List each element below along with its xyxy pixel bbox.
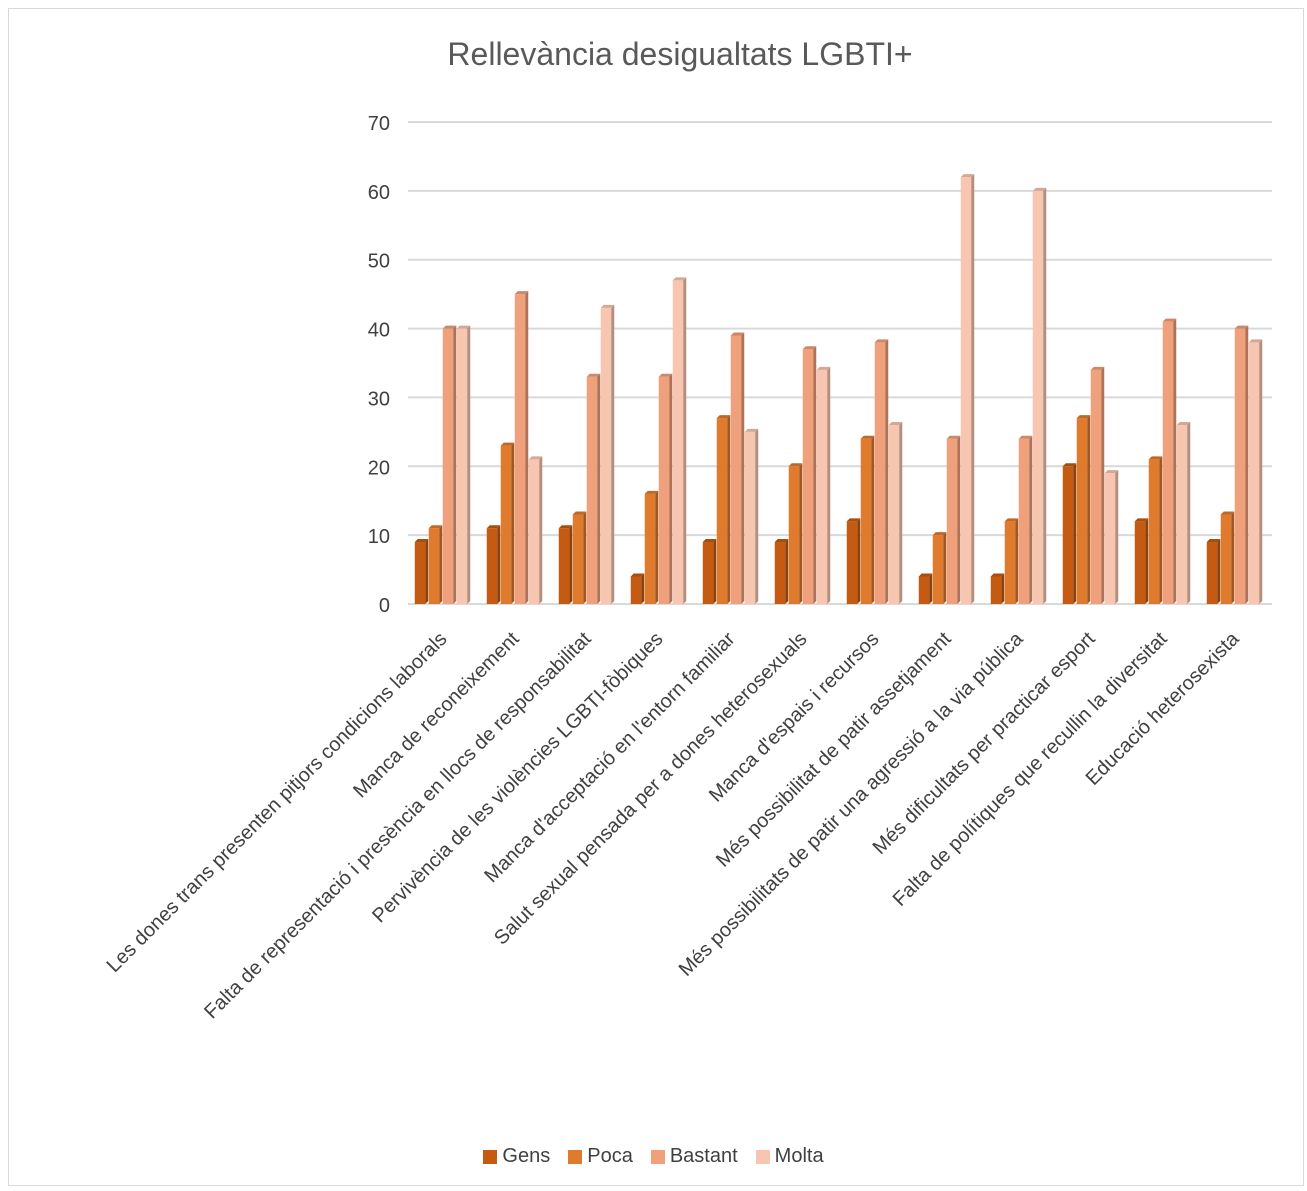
bar <box>1032 187 1047 604</box>
bar <box>946 435 961 604</box>
bar <box>730 332 745 604</box>
bar <box>500 442 515 604</box>
bar <box>644 490 659 604</box>
bar <box>874 339 889 604</box>
bar <box>888 421 903 604</box>
legend-item: Gens <box>483 1145 550 1168</box>
bar <box>1090 366 1105 604</box>
legend-item: Molta <box>755 1145 824 1168</box>
legend-item: Bastant <box>650 1145 738 1168</box>
y-tick-label: 50 <box>368 251 390 273</box>
bar <box>1234 325 1249 604</box>
legend-item: Poca <box>568 1145 633 1168</box>
bar <box>414 539 429 604</box>
bar <box>744 428 759 604</box>
bar <box>486 525 501 604</box>
legend-label: Gens <box>502 1145 551 1167</box>
y-tick-label: 20 <box>368 457 390 479</box>
bar <box>1004 518 1019 604</box>
bar <box>1176 421 1191 604</box>
bar <box>716 415 731 604</box>
legend-swatch <box>650 1149 665 1164</box>
bar <box>1076 415 1091 604</box>
bar <box>802 346 817 604</box>
bar <box>428 525 443 604</box>
legend-label: Molta <box>774 1145 824 1167</box>
y-tick-label: 0 <box>379 595 390 617</box>
x-tick-label: Manca d'acceptació en l'entorn familiar <box>480 628 739 887</box>
bar <box>1248 339 1263 604</box>
bar <box>702 539 717 604</box>
legend-label: Poca <box>587 1145 633 1167</box>
bar <box>1062 463 1077 604</box>
bar <box>788 463 803 604</box>
bar <box>960 174 975 605</box>
legend-swatch <box>568 1149 583 1164</box>
bar <box>658 373 673 604</box>
bar <box>1018 435 1033 604</box>
legend: Gens Poca Bastant Molta <box>0 1145 1307 1168</box>
bar <box>932 532 947 604</box>
bar <box>1162 318 1177 604</box>
y-tick-label: 40 <box>368 320 390 342</box>
y-tick-label: 60 <box>368 182 390 204</box>
chart-title: Rellevància desigualtats LGBTI+ <box>447 36 913 72</box>
x-tick-label: Falta de polítiques que recullin la dive… <box>889 628 1172 911</box>
bar <box>600 304 615 604</box>
bar <box>586 373 601 604</box>
x-tick-label: Les dones trans presenten pitjors condic… <box>103 628 452 977</box>
bar <box>572 511 587 604</box>
bar <box>558 525 573 604</box>
y-tick-label: 10 <box>368 526 390 548</box>
bar <box>816 366 831 604</box>
bar <box>860 435 875 604</box>
bar <box>918 573 933 604</box>
bar <box>456 325 471 604</box>
legend-swatch <box>483 1149 498 1164</box>
bar <box>846 518 861 604</box>
bar <box>630 573 645 604</box>
legend-swatch <box>755 1149 770 1164</box>
bar <box>1104 470 1119 604</box>
bar <box>672 277 687 604</box>
bar <box>1206 539 1221 604</box>
bar <box>1148 456 1163 604</box>
legend-label: Bastant <box>669 1145 738 1167</box>
bar <box>442 325 457 604</box>
bar <box>1220 511 1235 604</box>
bar <box>1134 518 1149 604</box>
bar <box>514 291 529 604</box>
y-tick-label: 30 <box>368 388 390 410</box>
bar <box>528 456 543 604</box>
y-tick-label: 70 <box>368 113 390 135</box>
x-tick-label: Més possibilitats de patir una agressió … <box>675 627 1028 980</box>
bar <box>990 573 1005 604</box>
bar <box>774 539 789 604</box>
